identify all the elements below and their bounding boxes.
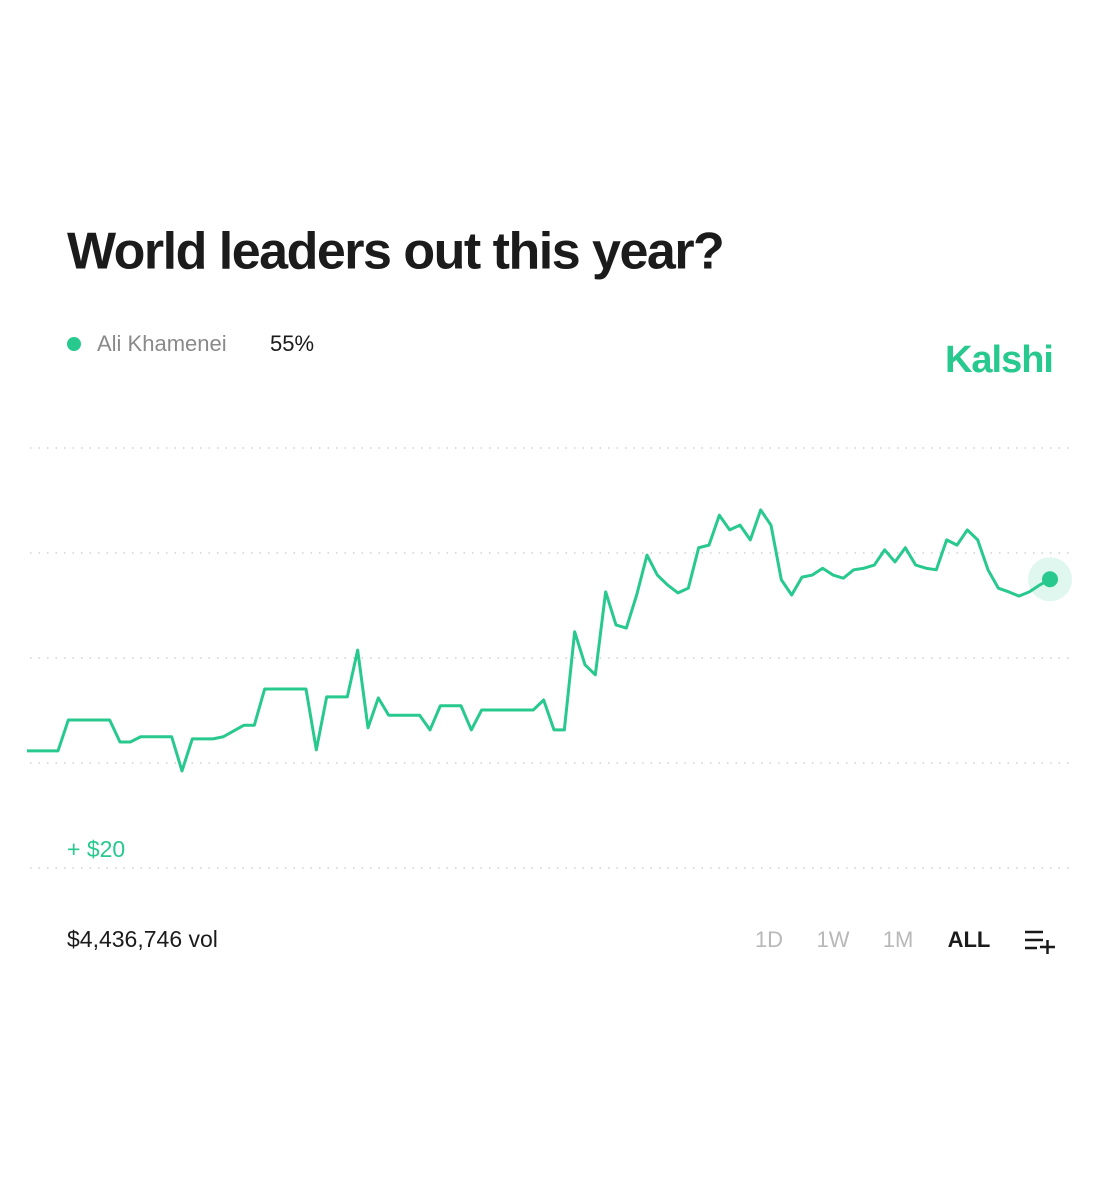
end-point	[1042, 571, 1058, 588]
chart-title: World leaders out this year?	[67, 223, 723, 281]
volume: $4,436,746 vol	[67, 926, 218, 952]
line-series	[27, 508, 1051, 773]
legend-label: Ali Khamenei	[97, 331, 227, 356]
annotation: + $20	[67, 836, 125, 862]
range-button[interactable]: 1M	[883, 927, 914, 952]
legend-dot	[67, 337, 81, 351]
legend-value: 55%	[270, 331, 314, 356]
range-button[interactable]: 1D	[755, 927, 783, 952]
range-button[interactable]: 1W	[817, 927, 850, 952]
add-to-list-icon[interactable]	[1025, 930, 1055, 954]
range-button[interactable]: ALL	[948, 927, 991, 952]
brand-logo: Kalshi	[945, 339, 1053, 381]
